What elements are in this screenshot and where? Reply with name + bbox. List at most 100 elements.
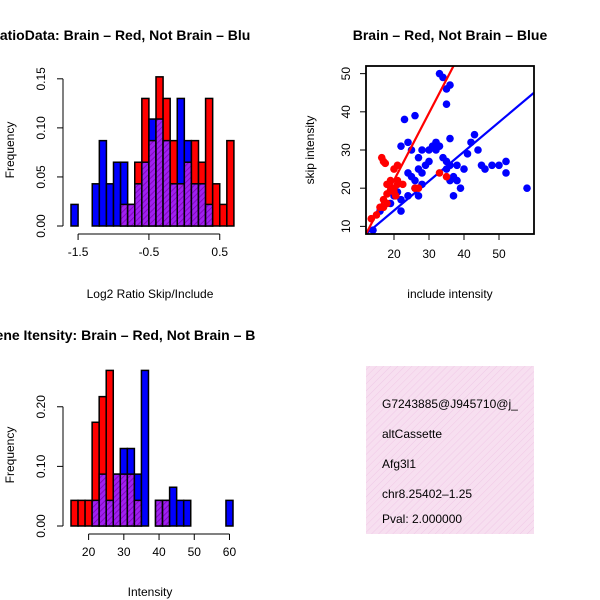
bar-brain — [211, 183, 221, 227]
y-tick-label: 0.10 — [34, 454, 48, 478]
bar-overlap — [162, 139, 171, 227]
x-tick-label: -0.5 — [139, 245, 160, 259]
x-tick-label: 50 — [188, 545, 202, 559]
bar-overlap — [133, 499, 143, 527]
bar-not-brain — [168, 486, 178, 527]
scatter-point-not-brain — [418, 169, 426, 177]
scatter-point-brain — [377, 153, 386, 162]
scatter-point-brain — [398, 180, 407, 189]
x-tick-label: 30 — [117, 545, 131, 559]
event-info-box: G7243885@J945710@j_ altCassette Afg3l1 c… — [366, 366, 534, 534]
scatter-point-brain — [442, 172, 451, 181]
intensity-histogram-xlabel: Intensity — [128, 585, 173, 599]
info-event-id: G7243885@J945710@j_ — [382, 397, 518, 411]
bar-overlap — [119, 473, 129, 527]
scatter-point-brain — [381, 159, 390, 168]
scatter-point-not-brain — [414, 192, 423, 200]
scatter-point-not-brain — [400, 115, 409, 124]
scatter-xlabel: include intensity — [407, 287, 492, 301]
bar-overlap — [155, 118, 164, 227]
intensity-histogram-ylabel: Frequency — [3, 427, 17, 484]
scatter-point-not-brain — [446, 81, 454, 89]
scatter-point-not-brain — [453, 161, 461, 170]
y-tick-label: 0.05 — [34, 165, 48, 189]
intensity-histogram-axes: 20 30 40 50 60 0.00 0.10 0.20 — [34, 395, 236, 559]
x-tick-label: 0.5 — [211, 245, 228, 259]
bar-not-brain — [225, 499, 234, 527]
scatter-point-not-brain — [488, 161, 496, 170]
intensity-scatter-panel: Brain – Red, Not Brain – Blue 20 30 40 50 10… — [303, 27, 547, 301]
scatter-point-brain — [393, 161, 402, 170]
scatter-point-not-brain — [502, 169, 510, 177]
scatter-point-not-brain — [453, 176, 461, 185]
scatter-point-not-brain — [470, 130, 479, 139]
x-tick-label: -1.5 — [68, 245, 89, 259]
intensity-histogram-title: Gene Itensity: Brain – Red, Not Brain – … — [0, 327, 255, 343]
y-tick-label: 40 — [339, 105, 353, 119]
fit-line-not-brain — [366, 91, 534, 234]
x-tick-label: 30 — [422, 247, 436, 261]
scatter-point-not-brain — [460, 165, 468, 173]
y-tick-label: 0.00 — [34, 214, 48, 238]
y-tick-label: 30 — [339, 143, 353, 157]
scatter-point-not-brain — [411, 111, 419, 120]
y-tick-label: 20 — [339, 181, 353, 195]
bar-overlap — [161, 499, 171, 527]
scatter-frame — [365, 65, 535, 235]
bar-overlap — [105, 499, 115, 527]
y-tick-label: 0.15 — [34, 67, 48, 91]
intensity-histogram-bars — [70, 369, 234, 527]
bar-overlap — [126, 203, 136, 227]
bar-not-brain — [112, 161, 122, 227]
bar-overlap — [91, 499, 100, 527]
scatter-point-not-brain — [449, 192, 458, 200]
x-tick-label: 20 — [82, 545, 96, 559]
bar-overlap — [176, 183, 186, 227]
info-pval: Pval: 2.000000 — [382, 512, 462, 526]
bar-not-brain — [140, 369, 150, 527]
y-tick-label: 50 — [339, 67, 353, 81]
ratio-histogram-title: RatioData: Brain – Red, Not Brain – Blu — [0, 27, 250, 43]
scatter-point-brain — [414, 184, 423, 192]
scatter-point-not-brain — [474, 146, 482, 154]
scatter-point-not-brain — [446, 134, 454, 143]
scatter-point-not-brain — [481, 165, 489, 173]
x-tick-label: 20 — [387, 247, 401, 261]
bar-brain — [226, 139, 235, 227]
ratio-histogram-axes: -1.5 -0.5 0.5 0.00 0.05 0.10 0.15 — [34, 67, 228, 259]
bar-overlap — [134, 183, 143, 227]
scatter-marks — [366, 66, 534, 234]
bar-overlap — [126, 473, 136, 527]
scatter-point-brain — [383, 199, 391, 208]
info-gene-name: Afg3l1 — [382, 457, 416, 471]
ratio-histogram-panel: RatioData: Brain – Red, Not Brain – Blu … — [0, 27, 250, 301]
x-tick-label: 50 — [492, 247, 506, 261]
scatter-point-not-brain — [425, 157, 433, 166]
bar-brain — [219, 203, 228, 227]
bar-not-brain — [98, 139, 108, 227]
fit-line-brain — [366, 66, 455, 234]
scatter-plot-area — [366, 66, 534, 234]
y-tick-label: 0.20 — [34, 395, 48, 419]
info-location: chr8.25402–1.25 — [382, 487, 472, 501]
ratio-histogram-xlabel: Log2 Ratio Skip/Include — [87, 287, 214, 301]
scatter-point-not-brain — [502, 157, 510, 166]
y-tick-label: 0.10 — [34, 116, 48, 140]
bar-overlap — [154, 499, 164, 527]
bar-brain — [84, 499, 93, 527]
scatter-ylabel: skip intensity — [303, 116, 317, 185]
scatter-point-not-brain — [404, 138, 412, 147]
bar-overlap — [119, 203, 129, 227]
ratio-histogram-bars — [70, 76, 235, 227]
scatter-point-not-brain — [446, 161, 454, 170]
intensity-histogram-panel: Gene Itensity: Brain – Red, Not Brain – … — [0, 327, 255, 599]
bar-brain — [70, 499, 79, 527]
scatter-point-not-brain — [411, 176, 419, 185]
bar-overlap — [169, 183, 179, 227]
scatter-title: Brain – Red, Not Brain – Blue — [353, 27, 548, 43]
x-tick-label: 40 — [152, 545, 166, 559]
info-event-type: altCassette — [382, 427, 442, 441]
scatter-point-not-brain — [439, 73, 447, 82]
scatter-point-not-brain — [397, 142, 405, 150]
bar-overlap — [141, 161, 150, 227]
